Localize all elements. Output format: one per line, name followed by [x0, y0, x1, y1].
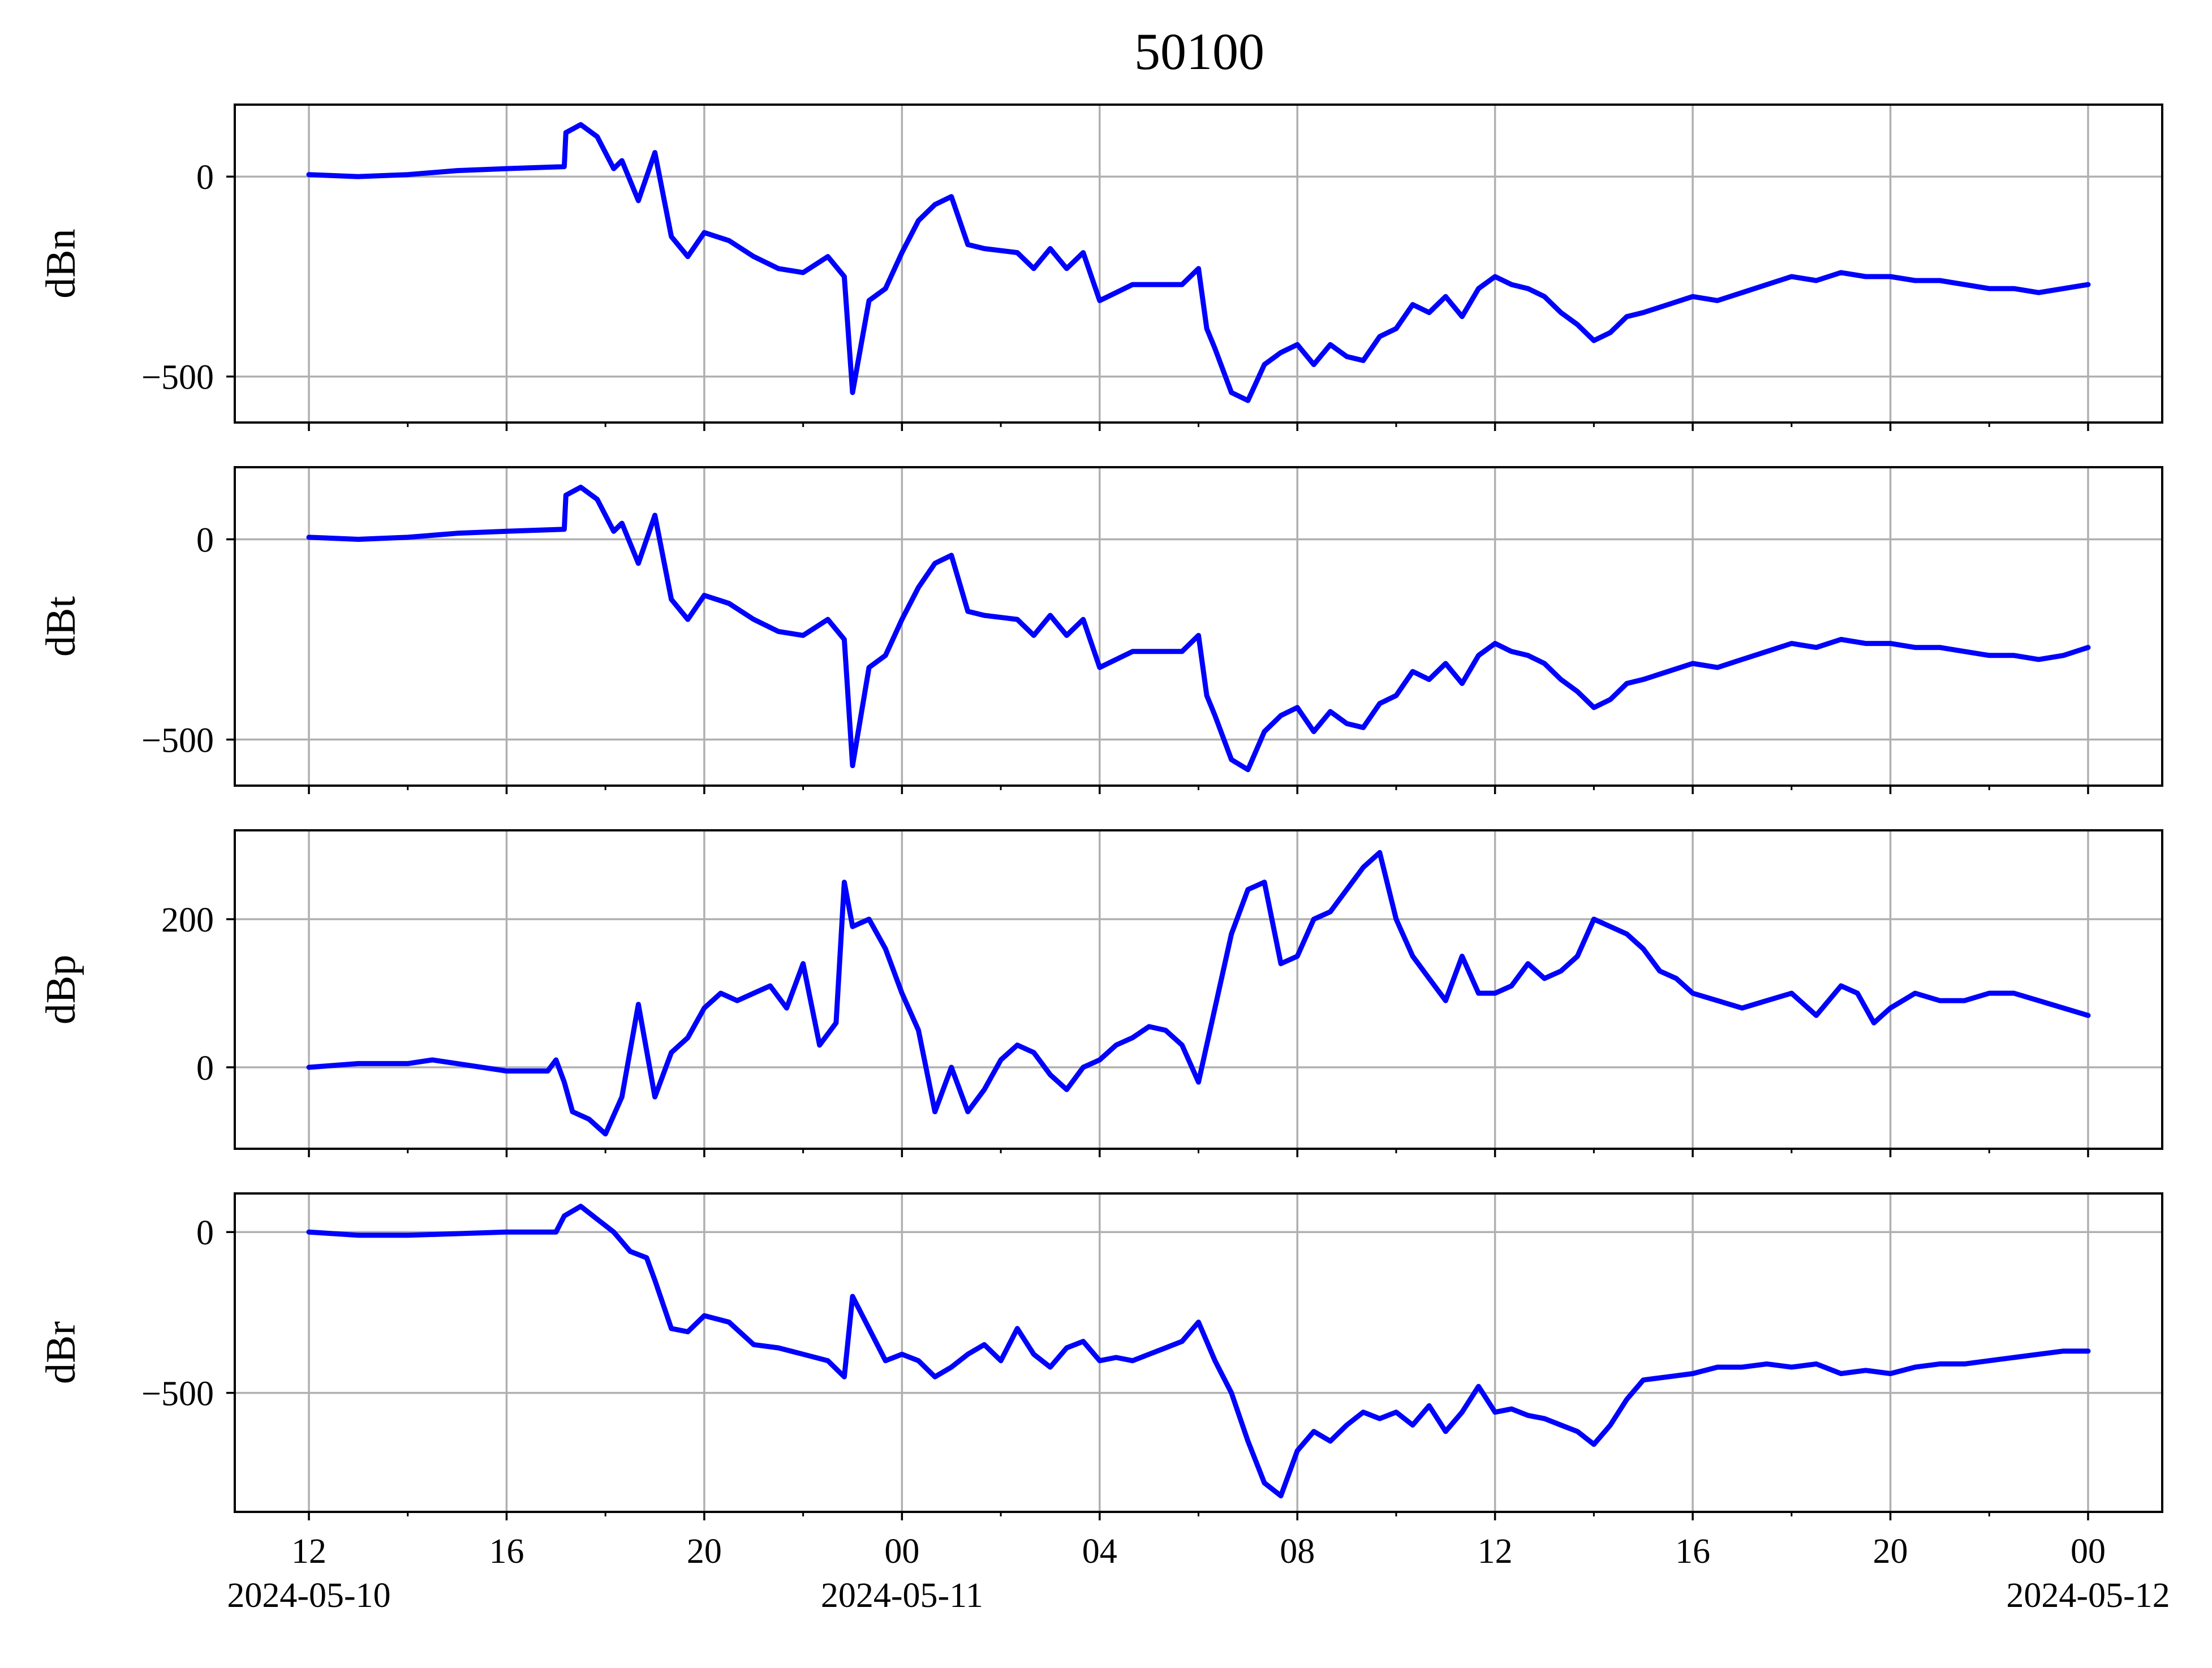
y-tick-label: 0: [196, 1049, 214, 1088]
x-tick-label: 04: [1082, 1532, 1117, 1571]
x-tick-label: 20: [1873, 1532, 1908, 1571]
series-line-dBt: [306, 484, 2091, 773]
x-tick-label: 20: [687, 1532, 722, 1571]
panel-dBn: −500 0 dBn: [38, 104, 2163, 431]
x-date-label: 2024-05-10: [227, 1576, 390, 1615]
series-line-dBr: [306, 1204, 2091, 1499]
chart-title: 50100: [1134, 23, 1264, 80]
x-tick-label: 16: [489, 1532, 524, 1571]
series-line-dBn: [306, 122, 2091, 403]
y-axis-label: dBr: [38, 1321, 84, 1384]
x-tick-label: 00: [2071, 1532, 2106, 1571]
panel-dBp: 0 200 dBp: [38, 829, 2163, 1157]
panels-layer: −500 0 dBn −500 0 dBt 0 200 dBp −500 0 dBr 12 2024-05…: [38, 104, 2170, 1615]
x-date-label: 2024-05-12: [2006, 1576, 2170, 1615]
y-axis-label: dBt: [38, 596, 84, 657]
x-date-label: 2024-05-11: [821, 1576, 983, 1615]
y-tick-label: −500: [141, 359, 214, 397]
y-tick-label: 0: [196, 1214, 214, 1252]
x-tick-label: 12: [291, 1532, 326, 1571]
series-line-dBp: [306, 850, 2091, 1137]
y-tick-label: 0: [196, 521, 214, 559]
x-tick-label: 08: [1280, 1532, 1315, 1571]
x-tick-label: 12: [1478, 1532, 1513, 1571]
y-tick-label: 0: [196, 158, 214, 197]
y-tick-label: 200: [161, 901, 214, 939]
y-axis-label: dBp: [38, 955, 84, 1024]
x-tick-label: 16: [1675, 1532, 1710, 1571]
x-tick-label: 00: [884, 1532, 919, 1571]
panel-dBr: −500 0 dBr 12 2024-05-10 16 20 00 2024-05-11 04 08…: [38, 1192, 2170, 1615]
y-tick-label: −500: [141, 1375, 214, 1413]
panel-dBt: −500 0 dBt: [38, 466, 2163, 794]
y-axis-label: dBn: [38, 229, 84, 298]
y-tick-label: −500: [141, 722, 214, 760]
